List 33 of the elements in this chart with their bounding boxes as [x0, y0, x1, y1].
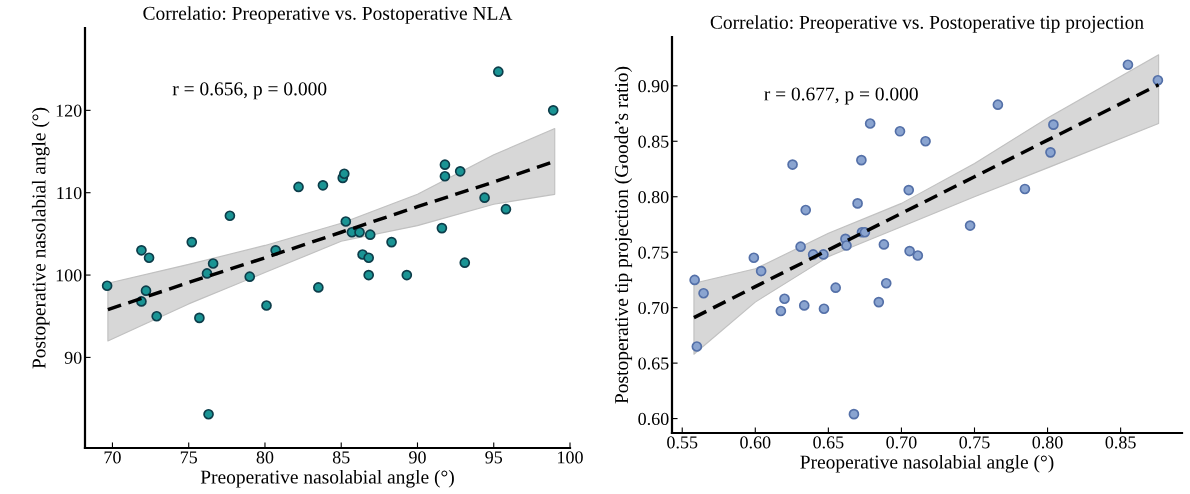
y-tick-label: 0.90 — [638, 80, 669, 93]
y-tick-label: 0.85 — [638, 135, 669, 148]
y-tick-label: 110 — [57, 186, 82, 200]
x-tick-label: 0.80 — [1032, 436, 1063, 449]
x-tick-label: 0.85 — [1105, 436, 1136, 449]
x-axis-title: Preoperative nasolabial angle (°) — [200, 469, 454, 488]
chart-title: Correlatio: Preoperative vs. Postoperative tip projection — [710, 15, 1144, 33]
annotation: r = 0.677, p = 0.000 — [764, 87, 918, 105]
y-axis-title: Postoperative nasolabial angle (°) — [31, 107, 50, 369]
y-tick-label: 120 — [56, 104, 82, 117]
y-tick-label: 100 — [56, 269, 82, 282]
x-tick-label: 0.65 — [813, 436, 844, 449]
y-tick-label: 0.60 — [638, 412, 669, 426]
chart-title: Correlatio: Preoperative vs. Postoperative NLA — [143, 6, 513, 24]
y-tick-label: 0.80 — [638, 190, 669, 204]
y-tick-label: 0.70 — [638, 301, 669, 315]
x-axis-title: Preoperative nasolabial angle (°) — [800, 454, 1054, 473]
x-tick-label: 0.60 — [740, 436, 771, 449]
y-axis-title: Postoperative tip projection (Goode’s ratio) — [614, 66, 633, 404]
x-tick-label: 0.55 — [667, 436, 698, 449]
x-tick-label: 95 — [485, 451, 503, 464]
y-tick-label: 0.75 — [638, 246, 669, 259]
x-tick-label: 85 — [332, 451, 350, 464]
x-tick-label: 70 — [104, 451, 121, 464]
y-tick-label: 90 — [64, 351, 82, 364]
x-tick-label: 0.75 — [959, 436, 990, 449]
x-tick-label: 75 — [180, 451, 198, 464]
y-tick-label: 0.65 — [638, 357, 669, 370]
x-tick-label: 80 — [256, 451, 274, 464]
x-tick-label: 0.70 — [886, 436, 917, 449]
x-tick-label: 100 — [558, 451, 583, 464]
x-tick-label: 90 — [409, 451, 426, 464]
annotation: r = 0.656, p = 0.000 — [172, 82, 327, 100]
